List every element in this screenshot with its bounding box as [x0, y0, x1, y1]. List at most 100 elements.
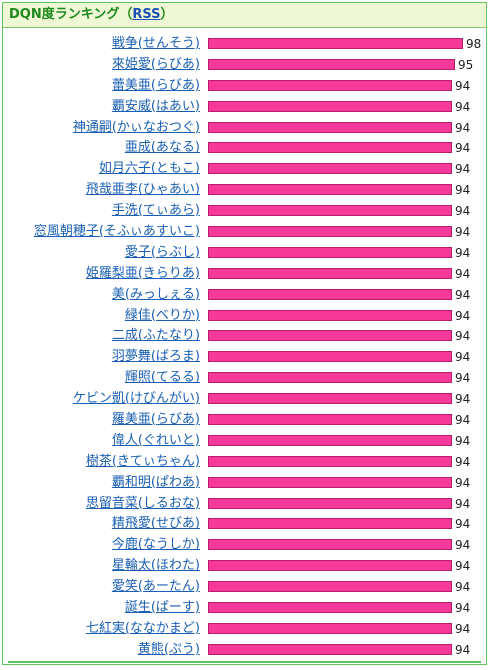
ranking-name-link[interactable]: 覇安威(はあい) [111, 98, 200, 114]
ranking-name-link[interactable]: 二成(ふたなり) [111, 328, 200, 344]
ranking-row: 精飛愛(せびあ) 94 [3, 514, 486, 535]
score-bar [208, 393, 452, 405]
score-bar [208, 100, 452, 112]
ranking-name-link[interactable]: 姫羅梨亜(きらりあ) [85, 265, 200, 281]
ranking-name-link[interactable]: 輝照(てるる) [124, 370, 200, 386]
score-bar [208, 476, 452, 488]
score-value: 95 [458, 57, 474, 72]
score-bar [208, 602, 452, 614]
ranking-row: 蕾美亜(らびあ) 94 [3, 76, 486, 97]
score-bar [208, 184, 452, 196]
ranking-row: 緑佳(べりか) 94 [3, 306, 486, 327]
ranking-name-link[interactable]: 羅美亜(らびあ) [111, 412, 200, 428]
ranking-list: 戦争(せんそう) 98 來姫愛(らびあ) 95 蕾美亜(らびあ) 94 覇安威(はあい) 94… [3, 34, 486, 661]
score-value: 94 [455, 517, 471, 532]
ranking-name-link[interactable]: 今鹿(なうしか) [111, 537, 200, 553]
ranking-row: 偉人(ぐれいと) 94 [3, 431, 486, 452]
ranking-row: 星輪太(ほわた) 94 [3, 556, 486, 577]
score-value: 94 [455, 350, 471, 365]
score-value: 94 [455, 78, 471, 93]
score-value: 94 [455, 580, 471, 595]
score-value: 94 [455, 475, 471, 490]
ranking-name-link[interactable]: 思留音菜(しるおな) [85, 495, 200, 511]
ranking-name-link[interactable]: 黄熊(ぷう) [137, 641, 200, 657]
ranking-row: 神通嗣(かぃなおつぐ) 94 [3, 118, 486, 139]
score-bar [208, 309, 452, 321]
ranking-row: 今鹿(なうしか) 94 [3, 535, 486, 556]
score-bar [208, 497, 452, 509]
score-value: 94 [455, 120, 471, 135]
ranking-name-link[interactable]: 偉人(ぐれいと) [111, 432, 200, 448]
ranking-name-link[interactable]: 飛哉亜李(ひゃあい) [85, 182, 200, 198]
ranking-row: 二成(ふたなり) 94 [3, 326, 486, 347]
ranking-name-link[interactable]: 樹茶(きてぃちゃん) [85, 453, 200, 469]
ranking-name-link[interactable]: 來姫愛(らびあ) [111, 56, 200, 72]
score-value: 94 [455, 413, 471, 428]
ranking-name-link[interactable]: 精飛愛(せびあ) [111, 516, 200, 532]
score-bar [208, 581, 452, 593]
ranking-name-link[interactable]: 窓風朝穂子(そふぃあすいこ) [33, 224, 200, 240]
score-bar [208, 560, 452, 572]
ranking-row: 如月六子(ともこ) 94 [3, 159, 486, 180]
score-value: 94 [455, 183, 471, 198]
score-value: 94 [455, 204, 471, 219]
ranking-row: 亜成(あなる) 94 [3, 138, 486, 159]
score-value: 94 [455, 601, 471, 616]
ranking-name-link[interactable]: 愛子(らぶし) [124, 244, 200, 260]
ranking-row: 羅美亜(らびあ) 94 [3, 410, 486, 431]
ranking-name-link[interactable]: 七紅実(ななかまど) [85, 620, 200, 636]
ranking-name-link[interactable]: 戦争(せんそう) [111, 36, 200, 51]
ranking-row: 美(みっしぇる) 94 [3, 285, 486, 306]
score-value: 94 [455, 225, 471, 240]
score-value: 94 [455, 287, 471, 302]
ranking-row: ケビン凱(けびんがい) 94 [3, 389, 486, 410]
ranking-name-link[interactable]: 愛笑(あーたん) [111, 579, 200, 595]
score-bar [208, 121, 452, 133]
header-title: DQN度ランキング（ [9, 7, 133, 22]
score-bar [208, 267, 452, 279]
ranking-name-link[interactable]: 羽夢舞(ばろま) [111, 349, 200, 365]
bottom-divider [8, 661, 481, 663]
ranking-name-link[interactable]: 星輪太(ほわた) [111, 558, 200, 574]
ranking-row: 愛子(らぶし) 94 [3, 243, 486, 264]
score-value: 94 [455, 99, 471, 114]
ranking-row: 飛哉亜李(ひゃあい) 94 [3, 180, 486, 201]
score-bar [208, 288, 452, 300]
ranking-name-link[interactable]: 美(みっしぇる) [111, 286, 200, 302]
score-value: 94 [455, 559, 471, 574]
ranking-row: 戦争(せんそう) 98 [3, 34, 486, 55]
ranking-row: 羽夢舞(ばろま) 94 [3, 347, 486, 368]
ranking-name-link[interactable]: 手洗(てぃあら) [111, 203, 200, 219]
score-bar [208, 518, 452, 530]
ranking-name-link[interactable]: 蕾美亜(らびあ) [111, 77, 200, 93]
score-value: 94 [455, 266, 471, 281]
ranking-name-link[interactable]: 覇和明(ぱわあ) [111, 474, 200, 490]
ranking-name-link[interactable]: 緑佳(べりか) [124, 307, 200, 323]
score-bar [208, 330, 452, 342]
score-value: 94 [455, 392, 471, 407]
score-value: 98 [466, 37, 482, 51]
ranking-name-link[interactable]: 亜成(あなる) [124, 140, 200, 156]
score-bar [208, 455, 452, 467]
ranking-name-link[interactable]: 神通嗣(かぃなおつぐ) [72, 119, 200, 135]
rss-link[interactable]: RSS [132, 7, 161, 22]
score-value: 94 [455, 245, 471, 260]
ranking-name-link[interactable]: 誕生(ばーす) [124, 600, 200, 616]
score-bar [208, 79, 452, 91]
ranking-name-link[interactable]: ケビン凱(けびんがい) [72, 391, 200, 407]
score-bar [208, 38, 463, 49]
ranking-name-link[interactable]: 如月六子(ともこ) [98, 161, 200, 177]
ranking-row: 來姫愛(らびあ) 95 [3, 55, 486, 76]
score-value: 94 [455, 433, 471, 448]
score-bar [208, 414, 452, 426]
score-bar [208, 539, 452, 551]
ranking-row: 輝照(てるる) 94 [3, 368, 486, 389]
score-bar [208, 351, 452, 363]
score-bar [208, 434, 452, 446]
ranking-row: 思留音菜(しるおな) 94 [3, 494, 486, 515]
score-value: 94 [455, 621, 471, 636]
score-bar [208, 142, 452, 154]
score-value: 94 [455, 642, 471, 657]
ranking-row: 姫羅梨亜(きらりあ) 94 [3, 264, 486, 285]
ranking-row: 愛笑(あーたん) 94 [3, 577, 486, 598]
